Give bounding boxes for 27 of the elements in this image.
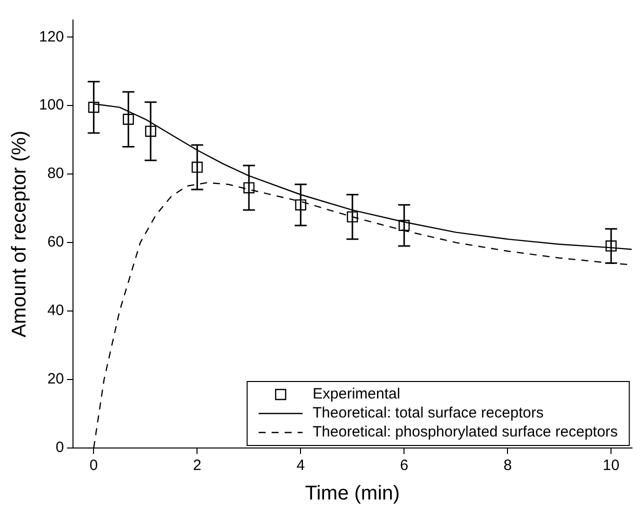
x-tick-label: 8 xyxy=(503,457,512,474)
x-tick-label: 4 xyxy=(296,457,305,474)
y-tick-label: 80 xyxy=(47,165,64,182)
point xyxy=(88,102,100,113)
point xyxy=(398,220,410,231)
y-tick-label: 120 xyxy=(38,28,64,46)
point xyxy=(243,182,254,194)
x-tick-label: 2 xyxy=(193,457,202,474)
x-axis-title: Time (min) xyxy=(305,482,400,505)
legend-label: Experimental xyxy=(312,386,400,403)
y-tick-label: 100 xyxy=(38,96,64,114)
legend-label: Theoretical: phosphorylated surface receptors xyxy=(312,424,618,441)
y-tick-label: 40 xyxy=(47,302,64,320)
legend-label: Theoretical: total surface receptors xyxy=(312,404,544,422)
point xyxy=(295,199,306,210)
y-tick-label: 20 xyxy=(47,370,64,388)
point xyxy=(346,211,358,222)
y-tick-label: 0 xyxy=(56,439,64,456)
point xyxy=(122,114,134,125)
y-tick-label: 60 xyxy=(47,234,64,251)
point xyxy=(192,162,203,173)
point xyxy=(145,126,156,137)
point xyxy=(606,240,617,252)
y-axis-title: Amount of receptor (%) xyxy=(8,130,31,338)
x-tick-label: 0 xyxy=(90,457,98,474)
x-tick-label: 6 xyxy=(400,457,408,474)
x-tick-label: 10 xyxy=(602,457,620,474)
